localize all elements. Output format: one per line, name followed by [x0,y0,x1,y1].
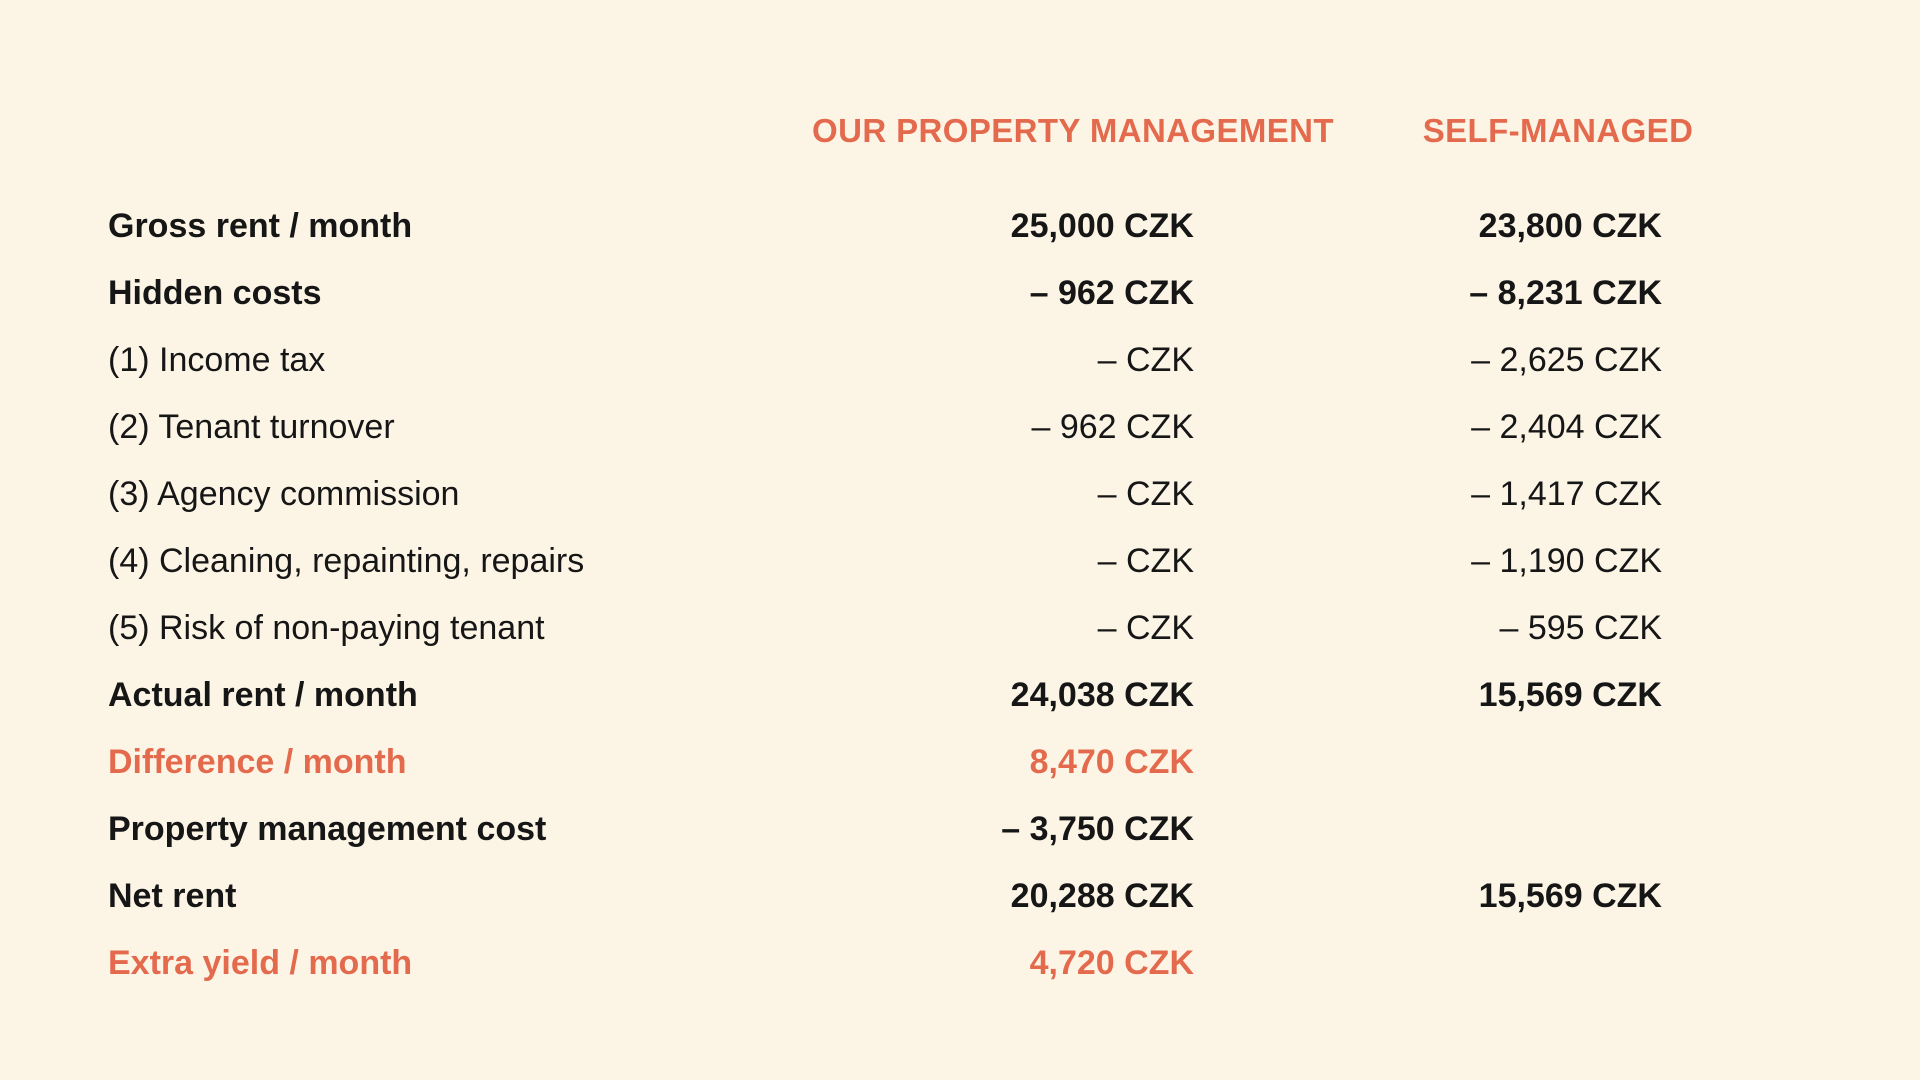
self-managed-value: 15,569 CZK [1478,877,1662,915]
managed-value: 20,288 CZK [1010,877,1194,915]
managed-value: – 3,750 CZK [1001,810,1194,848]
comparison-table: OUR PROPERTY MANAGEMENT SELF-MANAGED Gro… [108,98,1768,997]
managed-value: – 962 CZK [1029,274,1194,312]
self-managed-value: – 2,404 CZK [1471,408,1662,446]
table-body: Gross rent / month 25,000 CZK 23,800 CZK Hi… [108,193,1768,997]
managed-value: 8,470 CZK [1029,743,1194,781]
self-managed-value: 23,800 CZK [1478,207,1662,245]
row-label: Property management cost [108,810,547,848]
row-label: Gross rent / month [108,207,413,245]
table-row: (5) Risk of non-paying tenant – CZK – 595 … [108,595,1768,662]
table-row: Difference / month 8,470 CZK [108,729,1768,796]
managed-value: – CZK [1097,341,1194,379]
table-row: (4) Cleaning, repainting, repairs – CZK – … [108,528,1768,595]
managed-value: – CZK [1097,475,1194,513]
self-managed-value: – 2,625 CZK [1471,341,1662,379]
column-header-our-property-management: OUR PROPERTY MANAGEMENT [812,112,1334,149]
table-row: Actual rent / month 24,038 CZK 15,569 CZK [108,662,1768,729]
self-managed-value: 15,569 CZK [1478,676,1662,714]
managed-value: 24,038 CZK [1010,676,1194,714]
table-row: Net rent 20,288 CZK 15,569 CZK [108,863,1768,930]
managed-value: – CZK [1097,609,1194,647]
self-managed-value: – 1,417 CZK [1471,475,1662,513]
table-row: (2) Tenant turnover – 962 CZK – 2,404 CZK [108,394,1768,461]
table-row: Hidden costs – 962 CZK – 8,231 CZK [108,260,1768,327]
row-label: Hidden costs [108,274,322,312]
table-row: Gross rent / month 25,000 CZK 23,800 CZK [108,193,1768,260]
row-label: (2) Tenant turnover [108,408,395,446]
row-label: Difference / month [108,743,407,781]
managed-value: 4,720 CZK [1029,944,1194,982]
managed-value: 25,000 CZK [1010,207,1194,245]
row-label: Extra yield / month [108,944,413,982]
row-label: (3) Agency commission [108,475,460,513]
self-managed-value: – 8,231 CZK [1469,274,1662,312]
table-row: Extra yield / month 4,720 CZK [108,930,1768,997]
row-label: (5) Risk of non-paying tenant [108,609,545,647]
table-row: (1) Income tax – CZK – 2,625 CZK [108,327,1768,394]
row-label: (1) Income tax [108,341,326,379]
table-row: Property management cost – 3,750 CZK [108,796,1768,863]
table-header-row: OUR PROPERTY MANAGEMENT SELF-MANAGED [108,98,1768,164]
row-label: Net rent [108,877,237,915]
row-label: Actual rent / month [108,676,418,714]
table-row: (3) Agency commission – CZK – 1,417 CZK [108,461,1768,528]
column-header-self-managed: SELF-MANAGED [1422,112,1694,149]
self-managed-value: – 1,190 CZK [1471,542,1662,580]
row-label: (4) Cleaning, repainting, repairs [108,542,585,580]
managed-value: – 962 CZK [1031,408,1194,446]
managed-value: – CZK [1097,542,1194,580]
self-managed-value: – 595 CZK [1499,609,1662,647]
